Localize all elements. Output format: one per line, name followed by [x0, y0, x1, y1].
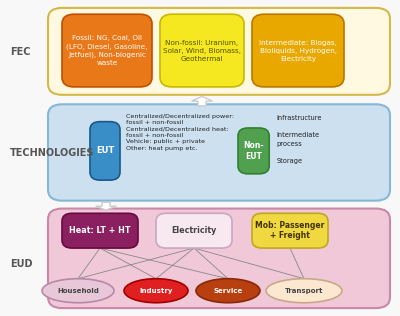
Text: EUD: EUD — [10, 259, 32, 269]
Text: Fossil: NG, Coal, Oil
(LFO, Diesel, Gasoline,
Jetfuel), Non-biogenic
waste: Fossil: NG, Coal, Oil (LFO, Diesel, Gaso… — [66, 35, 148, 66]
FancyBboxPatch shape — [48, 8, 390, 95]
Polygon shape — [192, 96, 212, 106]
Ellipse shape — [196, 279, 260, 303]
Text: EUT: EUT — [96, 146, 114, 155]
Text: Centralized/Decentralized power:
fossil + non-fossil
Centralized/Decentralized h: Centralized/Decentralized power: fossil … — [126, 114, 234, 151]
Text: Non-fossil: Uranium,
Solar, Wind, Biomass,
Geothermal: Non-fossil: Uranium, Solar, Wind, Biomas… — [163, 40, 241, 62]
Text: TECHNOLOGIES: TECHNOLOGIES — [10, 148, 94, 158]
Text: Non-
EUT: Non- EUT — [243, 141, 264, 161]
Text: Intermediate: Biogas,
Bioliquids, Hydrogen,
Electricity: Intermediate: Biogas, Bioliquids, Hydrog… — [259, 40, 337, 62]
Text: Infrastructure

Intermediate
process

Storage: Infrastructure Intermediate process Stor… — [277, 115, 322, 164]
Text: Heat: LT + HT: Heat: LT + HT — [69, 226, 131, 235]
FancyBboxPatch shape — [62, 14, 152, 87]
Text: Electricity: Electricity — [171, 226, 217, 235]
FancyBboxPatch shape — [160, 14, 244, 87]
Ellipse shape — [266, 279, 342, 303]
FancyBboxPatch shape — [252, 14, 344, 87]
Text: Industry: Industry — [139, 288, 173, 294]
Text: Mob: Passenger
+ Freight: Mob: Passenger + Freight — [255, 221, 325, 240]
Polygon shape — [96, 202, 116, 210]
FancyBboxPatch shape — [62, 213, 138, 248]
FancyBboxPatch shape — [48, 209, 390, 308]
FancyBboxPatch shape — [90, 122, 120, 180]
Text: Service: Service — [213, 288, 243, 294]
Text: Household: Household — [57, 288, 99, 294]
Ellipse shape — [124, 279, 188, 303]
Text: FEC: FEC — [10, 47, 30, 57]
Ellipse shape — [42, 279, 114, 303]
FancyBboxPatch shape — [156, 213, 232, 248]
FancyBboxPatch shape — [48, 104, 390, 201]
FancyBboxPatch shape — [252, 213, 328, 248]
FancyBboxPatch shape — [238, 128, 269, 174]
Text: Transport: Transport — [285, 288, 323, 294]
